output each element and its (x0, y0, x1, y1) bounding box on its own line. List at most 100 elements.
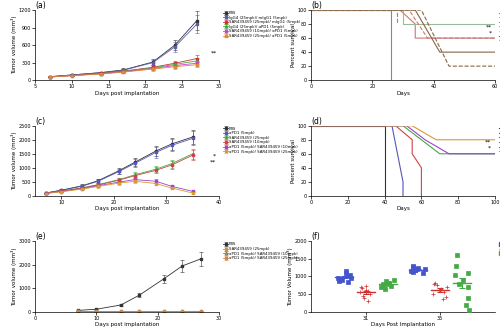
Point (364, 288, 372, 294)
Point (364, 298, 372, 304)
Line: SAR439459 (10mpk)/ αPD1 (5mpk): SAR439459 (10mpk)/ αPD1 (5mpk) (311, 10, 495, 38)
Text: (d): (d) (311, 117, 322, 126)
Point (409, 264, 417, 269)
Line: SAR439459 (10mpk): SAR439459 (10mpk) (311, 126, 422, 196)
Point (390, 277, 398, 283)
SAR439459 (10 mpk)/ αPD1 (5mpk) (492, 50, 498, 54)
IgG4 (25mpk)/ αPD1 (5mpk) (400, 22, 406, 26)
Point (384, 281, 392, 287)
Line: SAR439459 (25mpk)/ αPD1 (5mpk): SAR439459 (25mpk)/ αPD1 (5mpk) (311, 10, 495, 66)
Text: (f): (f) (311, 232, 320, 241)
Point (464, 284, 471, 290)
SAR439459 (25mpk)/ αPD1 (5mpk) (492, 64, 498, 68)
αPD1 (5mpk)/ SAR439459 (25mpk) (409, 124, 415, 128)
Point (380, 282, 388, 287)
Y-axis label: Tumor volume (mm³): Tumor volume (mm³) (11, 247, 17, 306)
Legend: PBS, IgG4 (25mpk)/ mIgG1 (5mpk), SAR439459 (25mpk)/ mIgG1 (5mpk), IgG4 (25mpk)/ : PBS, IgG4 (25mpk)/ mIgG1 (5mpk), SAR4394… (223, 11, 300, 38)
αPD1 (5mpk) (400, 180, 406, 184)
SAR439459 (10mpk) (418, 166, 424, 170)
Line: PBS: PBS (311, 10, 390, 80)
Point (464, 270, 472, 276)
Y-axis label: Tumor volume (mm³): Tumor volume (mm³) (11, 16, 17, 74)
Point (366, 291, 374, 297)
PBS (308, 8, 314, 12)
Point (442, 284, 450, 290)
IgG4 (25mpk)/ mIgG1 (5mpk) (394, 22, 400, 26)
Point (380, 286, 388, 291)
Point (412, 266, 420, 271)
SAR439459 (10mpk)/ αPD1 (5mpk) (308, 8, 314, 12)
Point (378, 281, 386, 287)
Point (346, 272, 354, 277)
Point (357, 284, 365, 290)
SAR439459 (10mpk) (308, 124, 314, 128)
Text: (c): (c) (35, 117, 45, 126)
Point (362, 287, 370, 292)
Point (442, 294, 450, 299)
Line: αPD1 (5mpk): αPD1 (5mpk) (311, 126, 403, 196)
SAR439459 (10 mpk)/ αPD1 (5mpk) (437, 50, 443, 54)
Point (410, 263, 418, 269)
Line: IgG4 (25mpk)/ mIgG1 (5mpk): IgG4 (25mpk)/ mIgG1 (5mpk) (311, 10, 397, 24)
Point (435, 287, 443, 292)
Point (409, 270, 417, 275)
Point (360, 295, 368, 301)
Line: SAR439459 (25mpk): SAR439459 (25mpk) (311, 126, 495, 154)
αPD1 (5mpk) (400, 194, 406, 198)
PBS (388, 8, 394, 12)
Point (347, 276, 355, 281)
Point (359, 293, 367, 298)
SAR439459 (25mpk) (400, 124, 406, 128)
SAR439459 (25mpk) (418, 138, 424, 142)
Point (433, 283, 441, 288)
Point (411, 268, 419, 273)
SAR439459 (10mpk) (418, 194, 424, 198)
Point (418, 270, 426, 276)
Line: IgG4 (25mpk)/ αPD1 (5mpk): IgG4 (25mpk)/ αPD1 (5mpk) (311, 10, 495, 24)
SAR439459 (10 mpk)/ αPD1 (5mpk) (308, 8, 314, 12)
PBS (382, 194, 388, 198)
Point (452, 263, 460, 269)
Text: *
**: * ** (210, 154, 216, 165)
Legend: Isotype Control, SAR439459, Fresolimumab: Isotype Control, SAR439459, Fresolimumab (499, 242, 500, 256)
Y-axis label: Percent survival: Percent survival (291, 23, 296, 67)
X-axis label: Days: Days (396, 91, 410, 96)
SAR439459 (25mpk) (308, 124, 314, 128)
Text: **: ** (210, 51, 217, 56)
Text: (b): (b) (311, 1, 322, 10)
PBS (382, 180, 388, 184)
SAR439459 (10 mpk)/ αPD1 (5mpk) (412, 8, 418, 12)
SAR439459 (25mpk) (437, 152, 443, 156)
Point (385, 280, 393, 285)
Y-axis label: Percent survival: Percent survival (291, 139, 296, 183)
IgG4 (25mpk)/ αPD1 (5mpk) (308, 8, 314, 12)
X-axis label: Days post implantation: Days post implantation (95, 206, 159, 211)
αPD1 (5mpk) (389, 124, 395, 128)
Point (430, 291, 438, 297)
SAR439459 (10mpk) (392, 124, 398, 128)
Point (344, 279, 351, 284)
Point (410, 268, 418, 273)
Point (456, 281, 464, 286)
SAR439459 (25mpk)/ αPD1 (5mpk) (418, 8, 424, 12)
Legend: PBS, αPD1 (5mpk), SAR439459 (25mpk), SAR439459 (10mpk), αPD1 (5mpk)/ SAR439459 (: PBS, αPD1 (5mpk), SAR439459 (25mpk), SAR… (223, 126, 298, 154)
PBS (388, 64, 394, 68)
Point (384, 280, 392, 285)
Point (342, 270, 349, 276)
SAR439459 (25mpk)/ mIgG1 (5mpk) (308, 8, 314, 12)
Point (464, 295, 472, 300)
Point (406, 269, 414, 274)
Line: SAR439459 (25mpk)/ mIgG1 (5mpk): SAR439459 (25mpk)/ mIgG1 (5mpk) (311, 10, 495, 38)
Point (438, 286, 446, 291)
IgG4 (25mpk)/ mIgG1 (5mpk) (308, 8, 314, 12)
αPD1 (5mpk)/ SAR439459 (25mpk) (433, 138, 439, 142)
Point (438, 296, 446, 302)
Point (460, 277, 468, 283)
Y-axis label: Tumor Volume (mm³): Tumor Volume (mm³) (287, 247, 293, 306)
Line: PBS: PBS (311, 126, 384, 196)
Point (335, 277, 343, 282)
Point (358, 285, 366, 290)
X-axis label: Days post implantation: Days post implantation (95, 91, 159, 96)
Point (420, 267, 428, 272)
Y-axis label: Tumor volume (mm³): Tumor volume (mm³) (11, 132, 17, 190)
